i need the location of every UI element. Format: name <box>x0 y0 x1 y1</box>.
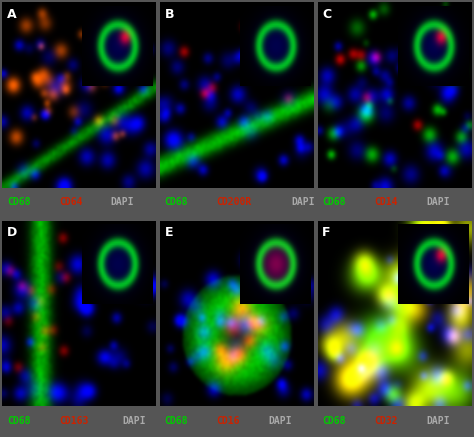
Text: CD14: CD14 <box>374 197 398 207</box>
Text: CD68: CD68 <box>7 416 30 426</box>
Text: F: F <box>322 226 331 239</box>
Text: DAPI: DAPI <box>269 416 292 426</box>
Text: B: B <box>164 8 174 21</box>
Text: CD64: CD64 <box>59 197 82 207</box>
Text: DAPI: DAPI <box>426 197 450 207</box>
Text: DAPI: DAPI <box>111 197 134 207</box>
Text: D: D <box>7 226 17 239</box>
Text: A: A <box>7 8 17 21</box>
Text: CD68: CD68 <box>7 197 30 207</box>
Text: CD16: CD16 <box>217 416 240 426</box>
Text: DAPI: DAPI <box>122 416 146 426</box>
Text: DAPI: DAPI <box>292 197 315 207</box>
Text: CD68: CD68 <box>322 197 346 207</box>
Text: CD68: CD68 <box>322 416 346 426</box>
Text: DAPI: DAPI <box>426 416 450 426</box>
Text: CD200R: CD200R <box>217 197 252 207</box>
Text: CD68: CD68 <box>164 416 188 426</box>
Text: E: E <box>164 226 173 239</box>
Text: CD32: CD32 <box>374 416 398 426</box>
Text: CD68: CD68 <box>164 197 188 207</box>
Text: CD163: CD163 <box>59 416 88 426</box>
Text: C: C <box>322 8 331 21</box>
